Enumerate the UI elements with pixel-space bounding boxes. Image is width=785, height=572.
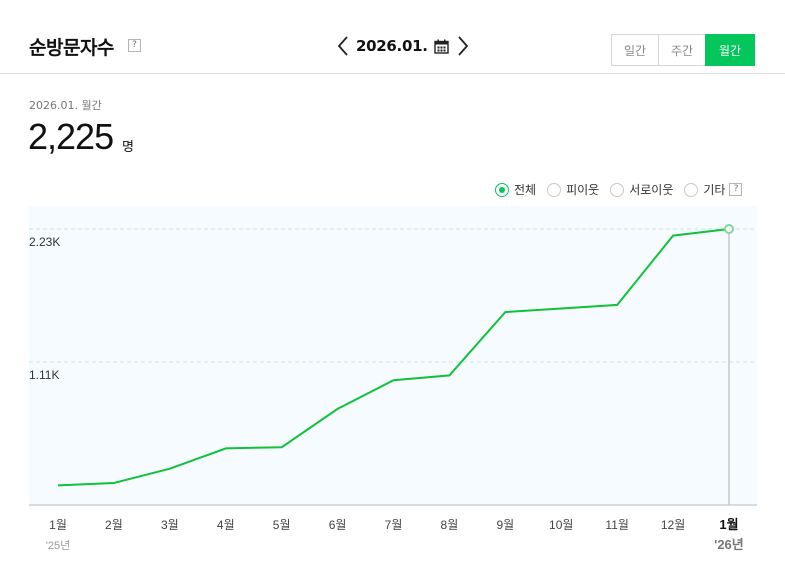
radio-all[interactable] [495, 182, 509, 197]
x-tick-label: 3월 [161, 518, 179, 532]
filter-other-label: 기타 [703, 183, 726, 197]
x-tick-label: 1월 [719, 517, 738, 532]
visitor-type-filters: 전체 피이웃 서로이웃 기타 ? [495, 181, 743, 198]
visitor-line-chart: 1.11K 2.23K 1월 2월 3월 4월 5월 6월 7월 8월 9월 10월 11월 12월 1월 '… [29, 206, 757, 552]
filter-mutual-neighbor[interactable]: 서로이웃 [610, 181, 673, 198]
current-date-label: 2026.01. [356, 37, 428, 55]
x-tick-label: 5월 [273, 518, 291, 532]
radio-other[interactable] [684, 182, 699, 197]
x-tick-label: 10월 [549, 518, 573, 532]
data-point-highlight [724, 224, 734, 234]
tab-monthly[interactable]: 월간 [705, 34, 755, 66]
series-line [57, 228, 730, 487]
x-tick-label: 12월 [661, 518, 685, 532]
x-tick-label: 6월 [329, 518, 347, 532]
x-year-label: '25년 [46, 539, 70, 552]
prev-period-button[interactable] [336, 34, 350, 58]
filter-mutual-neighbor-label: 서로이웃 [629, 183, 674, 197]
tab-weekly[interactable]: 주간 [658, 34, 706, 66]
filter-all-label: 전체 [514, 183, 537, 197]
radio-mutual-neighbor[interactable] [610, 182, 625, 197]
filter-neighbor[interactable]: 피이웃 [547, 181, 599, 198]
visitor-count-unit: 명 [122, 140, 134, 155]
visitor-count: 2,225 [28, 116, 114, 157]
calendar-button[interactable] [433, 38, 450, 54]
radio-neighbor[interactable] [547, 182, 562, 197]
tab-daily[interactable]: 일간 [611, 34, 659, 66]
filter-other[interactable]: 기타 [684, 181, 725, 198]
chevron-left-icon [337, 36, 348, 56]
x-tick-label: 7월 [385, 518, 403, 532]
x-tick-label: 1월 [49, 518, 67, 532]
filter-all[interactable]: 전체 [495, 181, 536, 198]
x-year-label: '26년 [714, 537, 744, 552]
page-header: 순방문자수 ? 2026.01. 일간 주간 [0, 0, 785, 74]
y-tick-label: 1.11K [29, 368, 59, 382]
date-navigator: 2026.01. [336, 34, 470, 58]
page-title: 순방문자수 [29, 37, 114, 59]
filter-help-icon[interactable]: ? [729, 183, 743, 196]
chevron-right-icon [457, 36, 468, 56]
plot-area [29, 206, 757, 505]
x-tick-label: 9월 [496, 518, 514, 532]
x-tick-label: 4월 [217, 518, 235, 532]
next-period-button[interactable] [456, 34, 470, 58]
x-tick-label: 11월 [605, 518, 629, 532]
x-tick-label: 2월 [105, 518, 123, 532]
calendar-icon [433, 39, 449, 54]
summary-period-label: 2026.01. 월간 [29, 99, 102, 112]
x-tick-label: 8월 [441, 518, 459, 532]
y-tick-label: 2.23K [29, 235, 60, 249]
period-tabs: 일간 주간 월간 [611, 34, 755, 66]
filter-neighbor-label: 피이웃 [566, 183, 600, 197]
help-icon[interactable]: ? [128, 39, 141, 52]
